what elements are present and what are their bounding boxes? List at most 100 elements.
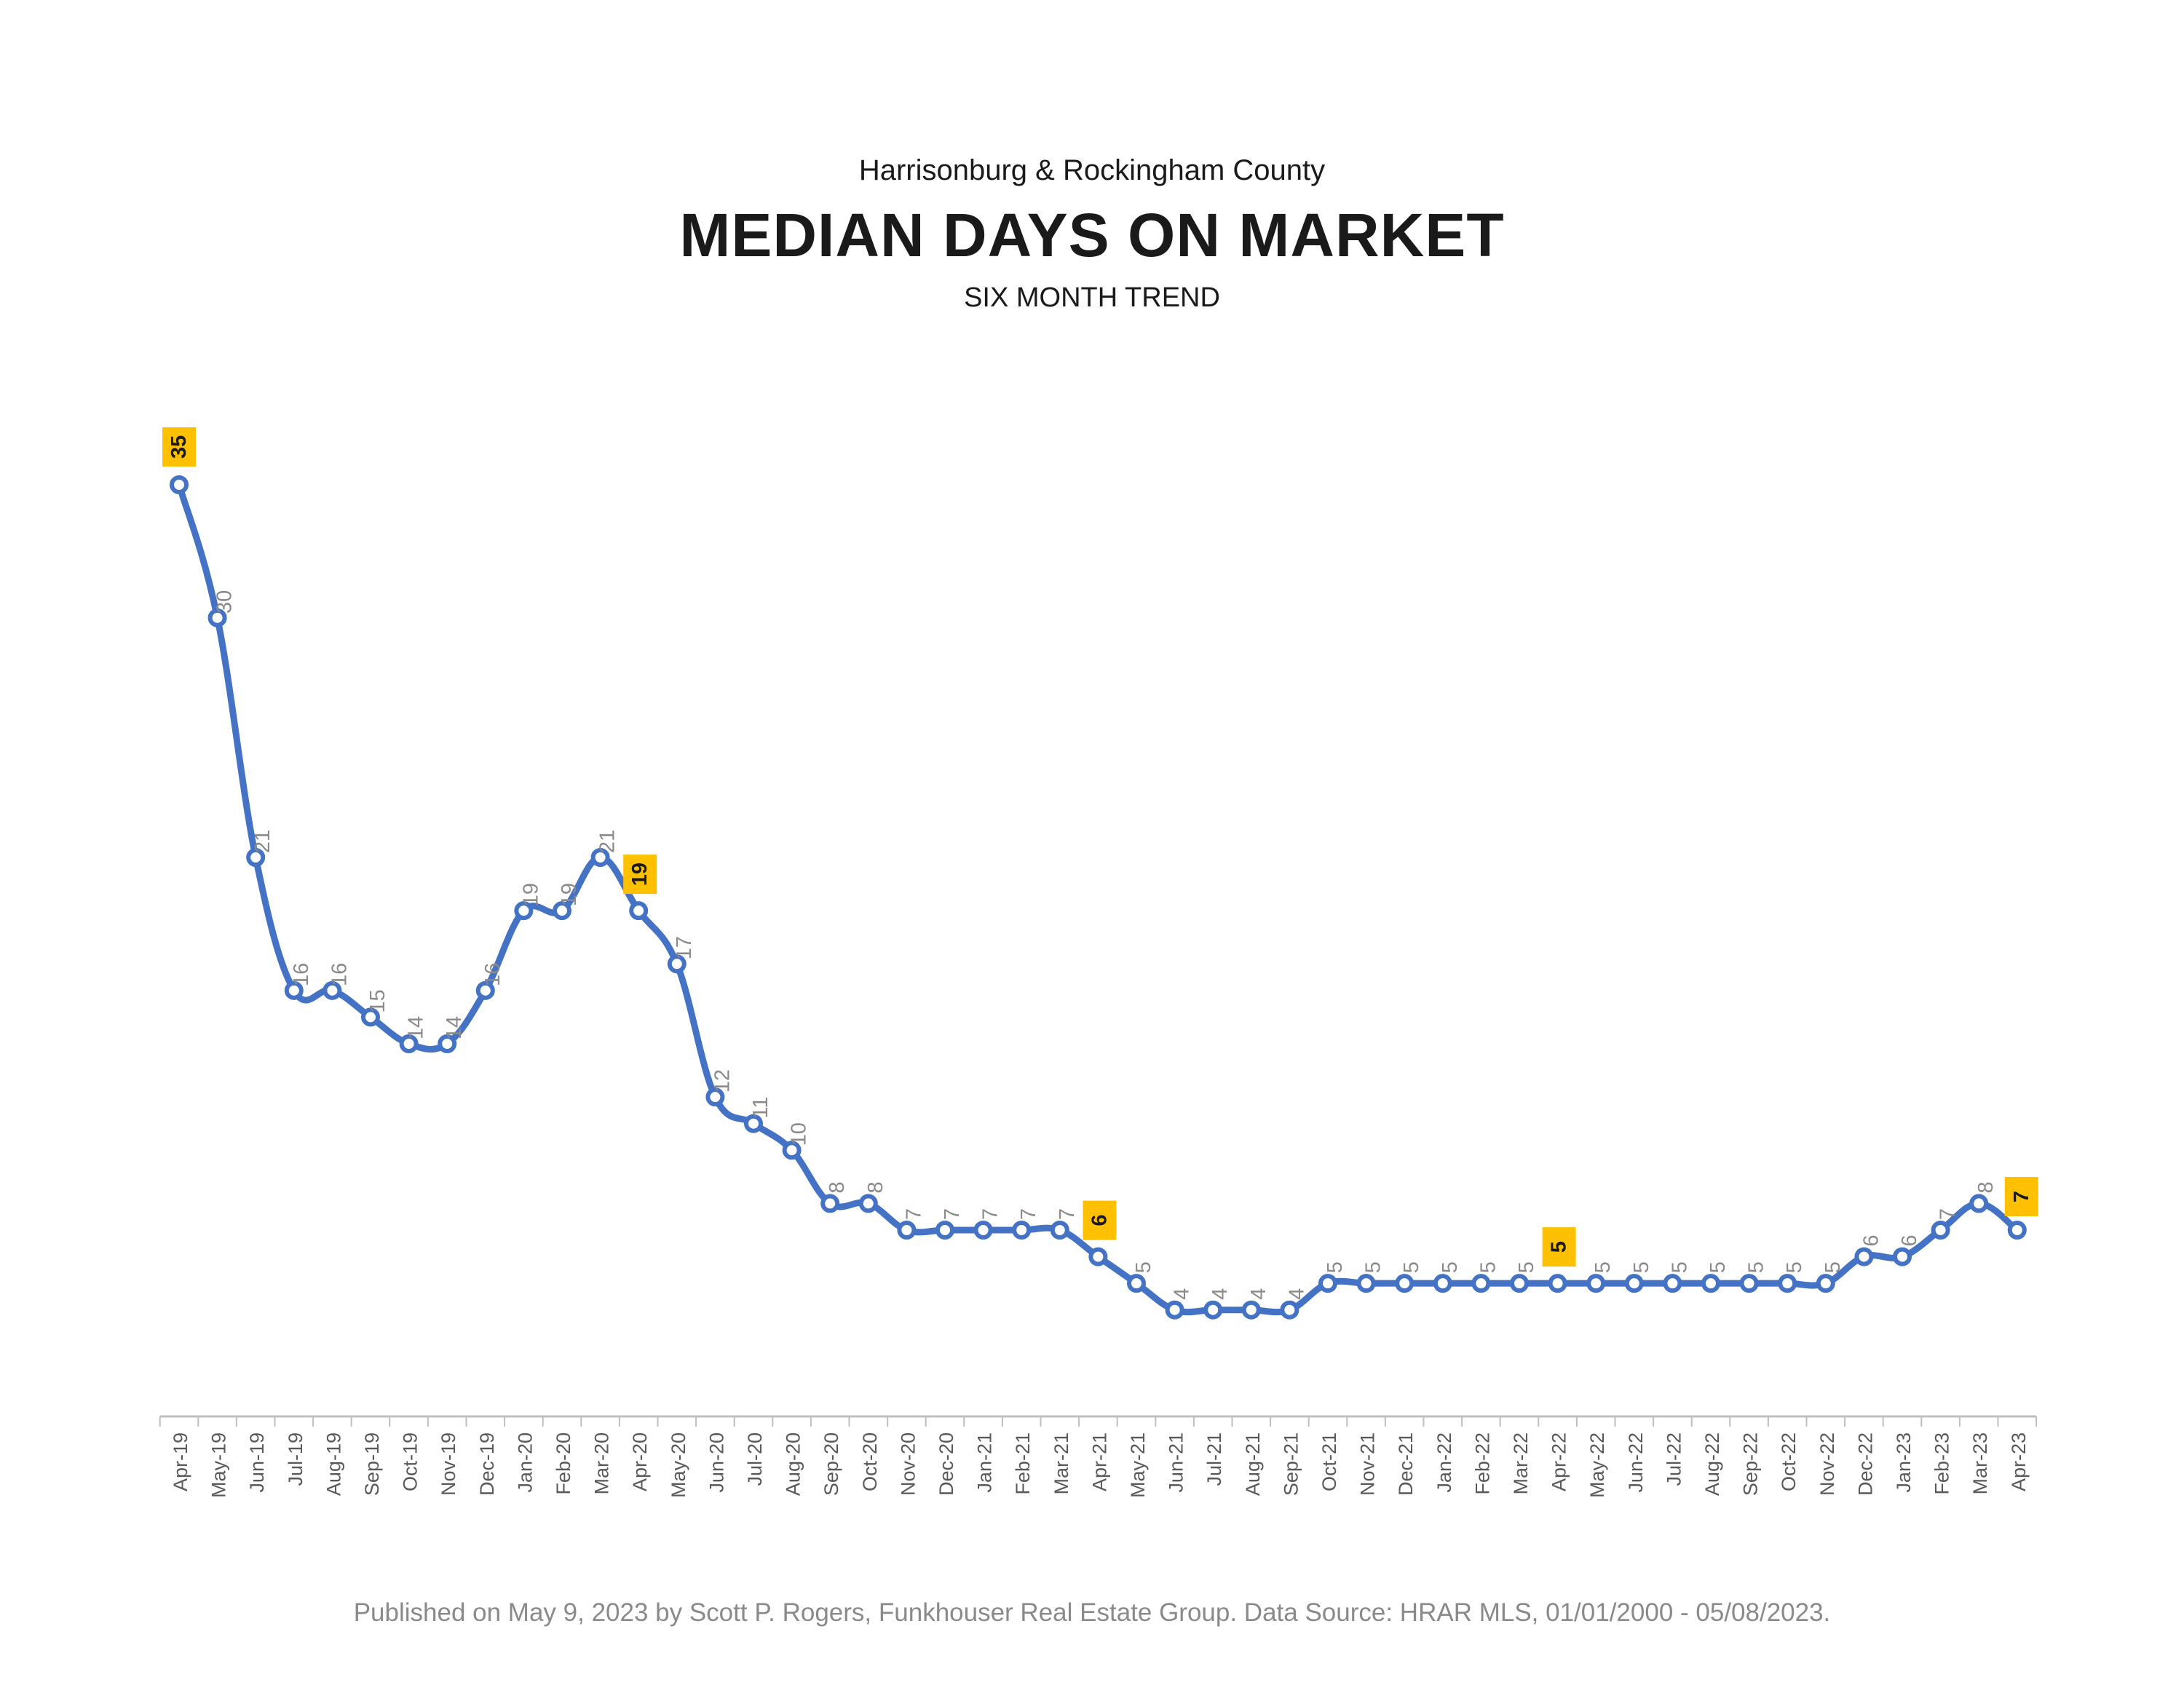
x-tick-label: Jul-22	[1663, 1432, 1685, 1486]
x-tick-label: Sep-20	[820, 1432, 842, 1496]
data-point	[1356, 1274, 1376, 1293]
data-label-highlight-box	[2004, 1177, 2038, 1216]
x-tick-label: Dec-19	[476, 1432, 498, 1496]
chart-subtitle: SIX MONTH TREND	[964, 282, 1220, 313]
data-label: 5	[1630, 1261, 1653, 1273]
x-tick-label: Mar-22	[1510, 1432, 1532, 1495]
data-point	[1012, 1221, 1032, 1240]
data-point	[1510, 1274, 1529, 1293]
data-label: 19	[558, 883, 581, 906]
x-tick-label: Jul-20	[744, 1432, 766, 1486]
data-label-highlight-box	[162, 427, 196, 467]
data-point	[1395, 1274, 1415, 1293]
data-label: 30	[213, 590, 237, 614]
data-point	[1969, 1194, 1989, 1213]
data-label: 5	[1362, 1261, 1385, 1273]
data-point	[475, 980, 495, 1000]
data-point	[1854, 1247, 1874, 1266]
x-tick-label: Dec-20	[935, 1432, 957, 1496]
x-tick-label: Aug-20	[783, 1432, 804, 1496]
data-point	[705, 1087, 725, 1107]
data-label: 4	[1285, 1288, 1308, 1300]
data-point	[1203, 1300, 1223, 1320]
data-label: 5	[1400, 1261, 1423, 1273]
data-point	[1280, 1300, 1299, 1320]
data-point	[1471, 1274, 1491, 1293]
data-label: 21	[251, 830, 274, 853]
data-point	[399, 1034, 419, 1053]
x-tick-label: Apr-19	[170, 1432, 191, 1491]
data-label: 4	[1171, 1288, 1194, 1300]
data-point	[514, 901, 534, 921]
data-point	[1701, 1274, 1720, 1293]
x-tick-label: Jul-21	[1203, 1432, 1225, 1486]
data-point	[1050, 1221, 1069, 1240]
data-label: 6	[1898, 1235, 1921, 1247]
data-point	[553, 901, 571, 921]
chart-supertitle: Harrisonburg & Rockingham County	[858, 154, 1326, 186]
data-label-highlighted: 5	[1548, 1241, 1571, 1253]
source-footnote: Published on May 9, 2023 by Scott P. Rog…	[353, 1598, 1831, 1627]
x-tick-label: Nov-20	[897, 1432, 919, 1496]
data-label: 17	[673, 936, 696, 959]
data-point	[323, 980, 342, 1000]
x-tick-label: Mar-21	[1051, 1432, 1072, 1495]
x-tick-label: May-19	[208, 1432, 230, 1498]
x-tick-label: Mar-20	[591, 1432, 613, 1495]
data-label-highlighted: 6	[1088, 1215, 1111, 1226]
x-tick-label: Jan-23	[1893, 1432, 1915, 1493]
data-point	[246, 848, 266, 867]
data-label: 5	[1821, 1261, 1845, 1273]
data-label: 7	[1017, 1208, 1040, 1220]
data-point	[1318, 1274, 1337, 1293]
data-label: 19	[519, 883, 542, 906]
x-tick-label: Apr-23	[2008, 1432, 2030, 1491]
data-label: 15	[366, 989, 389, 1012]
data-point	[1241, 1300, 1261, 1320]
x-tick-label: Apr-20	[629, 1432, 651, 1491]
data-label: 14	[405, 1016, 428, 1039]
x-tick-label: Mar-23	[1969, 1432, 1991, 1495]
data-point	[1548, 1274, 1567, 1293]
x-tick-label: Jan-22	[1433, 1432, 1455, 1493]
data-point	[284, 980, 304, 1000]
data-label: 8	[864, 1181, 887, 1193]
x-tick-label: Dec-22	[1854, 1432, 1876, 1496]
x-tick-label: Oct-19	[400, 1432, 422, 1491]
x-tick-label: Oct-20	[859, 1432, 881, 1491]
data-label: 7	[979, 1208, 1002, 1220]
data-point	[858, 1194, 878, 1213]
data-label-highlighted: 19	[628, 863, 652, 886]
data-label: 16	[481, 963, 505, 986]
data-point	[1893, 1247, 1912, 1266]
x-tick-label: Apr-21	[1088, 1432, 1110, 1491]
data-point	[590, 848, 610, 867]
x-tick-label: Dec-21	[1395, 1432, 1417, 1496]
data-label: 12	[711, 1069, 734, 1093]
data-label: 5	[1515, 1261, 1538, 1273]
data-point	[1127, 1274, 1146, 1293]
data-label: 5	[1668, 1261, 1691, 1273]
data-label: 5	[1783, 1261, 1806, 1273]
data-point	[438, 1034, 457, 1053]
data-label: 5	[1591, 1261, 1615, 1273]
data-label: 8	[826, 1181, 849, 1193]
data-label-highlight-box	[1083, 1200, 1117, 1240]
data-label-highlight-box	[623, 855, 657, 895]
data-label: 7	[1936, 1208, 1960, 1220]
data-label: 4	[1208, 1288, 1232, 1300]
data-point	[170, 475, 189, 494]
data-label: 5	[1706, 1261, 1730, 1273]
x-tick-label: Jun-22	[1625, 1432, 1647, 1493]
data-point	[1165, 1300, 1184, 1320]
x-tick-label: Nov-22	[1816, 1432, 1838, 1496]
data-point	[897, 1221, 917, 1240]
x-tick-label: Aug-19	[323, 1432, 344, 1496]
x-tick-label: May-20	[668, 1432, 689, 1498]
x-tick-label: Feb-23	[1931, 1432, 1953, 1495]
x-tick-label: Oct-22	[1778, 1432, 1800, 1491]
x-tick-label: Sep-19	[361, 1432, 383, 1496]
data-point	[1663, 1274, 1682, 1293]
x-tick-label: Sep-21	[1280, 1432, 1302, 1496]
